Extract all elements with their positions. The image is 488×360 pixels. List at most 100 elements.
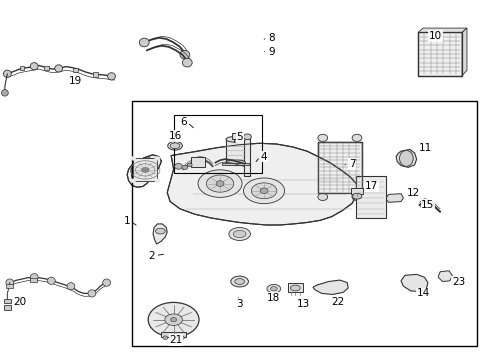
Polygon shape: [417, 28, 466, 32]
Ellipse shape: [47, 277, 55, 284]
Polygon shape: [222, 163, 249, 165]
Ellipse shape: [170, 143, 180, 149]
Bar: [225, 139, 245, 163]
Ellipse shape: [88, 290, 96, 297]
Bar: [73, 68, 78, 72]
Ellipse shape: [164, 314, 182, 325]
Text: 21: 21: [169, 335, 183, 345]
Bar: [4, 299, 11, 303]
Bar: [350, 188, 363, 194]
Ellipse shape: [234, 279, 244, 284]
Ellipse shape: [225, 136, 245, 142]
Ellipse shape: [228, 228, 250, 240]
Ellipse shape: [139, 38, 149, 47]
Text: 7: 7: [348, 159, 355, 169]
Polygon shape: [461, 28, 466, 76]
Ellipse shape: [1, 90, 8, 96]
Ellipse shape: [174, 163, 182, 169]
Ellipse shape: [163, 336, 167, 339]
Bar: [132, 101, 476, 346]
Bar: [244, 137, 250, 176]
Ellipse shape: [243, 134, 251, 140]
Ellipse shape: [6, 279, 14, 286]
Text: 19: 19: [69, 76, 82, 86]
Text: 15: 15: [420, 200, 434, 210]
Ellipse shape: [260, 188, 267, 194]
Bar: [44, 66, 49, 70]
Text: 14: 14: [415, 288, 429, 298]
Text: 6: 6: [180, 117, 186, 127]
Bar: [317, 142, 361, 193]
Ellipse shape: [225, 160, 245, 166]
Ellipse shape: [170, 318, 176, 322]
Text: 2: 2: [148, 251, 155, 261]
Ellipse shape: [102, 279, 110, 286]
Ellipse shape: [290, 285, 300, 291]
Ellipse shape: [187, 163, 192, 167]
Ellipse shape: [206, 175, 233, 192]
Polygon shape: [167, 143, 356, 225]
Bar: [161, 332, 185, 337]
Polygon shape: [437, 271, 451, 282]
Polygon shape: [385, 194, 403, 202]
Bar: [287, 283, 303, 292]
Text: 17: 17: [364, 181, 378, 192]
Bar: [173, 115, 261, 173]
Ellipse shape: [148, 302, 199, 337]
Ellipse shape: [270, 287, 277, 291]
Text: 12: 12: [406, 188, 419, 198]
Ellipse shape: [155, 228, 165, 234]
Polygon shape: [395, 149, 416, 167]
Bar: [93, 72, 98, 77]
Ellipse shape: [351, 193, 361, 201]
Polygon shape: [153, 224, 167, 244]
Text: 10: 10: [428, 31, 441, 41]
Ellipse shape: [141, 167, 149, 172]
Text: 20: 20: [13, 297, 26, 307]
Text: 1: 1: [123, 216, 130, 226]
Bar: [6, 284, 13, 288]
Bar: [4, 305, 11, 310]
Ellipse shape: [30, 274, 38, 281]
Polygon shape: [127, 155, 161, 187]
Ellipse shape: [182, 58, 192, 67]
Text: 11: 11: [418, 143, 431, 153]
Bar: [417, 32, 461, 76]
Ellipse shape: [3, 70, 11, 77]
Ellipse shape: [351, 134, 361, 141]
Bar: [232, 133, 239, 139]
Ellipse shape: [130, 156, 136, 161]
Bar: [133, 158, 157, 181]
Ellipse shape: [180, 50, 189, 59]
Bar: [30, 278, 37, 282]
Ellipse shape: [317, 134, 327, 141]
Ellipse shape: [216, 181, 224, 186]
Text: 22: 22: [330, 297, 344, 307]
Bar: [355, 176, 386, 218]
Text: 23: 23: [451, 276, 465, 287]
Ellipse shape: [67, 283, 75, 290]
Ellipse shape: [198, 170, 242, 197]
Ellipse shape: [154, 156, 160, 161]
Bar: [417, 32, 461, 76]
Polygon shape: [312, 280, 347, 294]
Ellipse shape: [30, 63, 38, 70]
Text: 4: 4: [260, 152, 267, 162]
Ellipse shape: [182, 165, 187, 170]
Bar: [20, 66, 24, 70]
Text: 9: 9: [267, 47, 274, 57]
Ellipse shape: [399, 150, 412, 166]
Bar: [317, 142, 361, 193]
Ellipse shape: [351, 193, 361, 199]
Ellipse shape: [243, 178, 284, 204]
Text: 16: 16: [168, 131, 182, 141]
Ellipse shape: [179, 336, 184, 339]
Ellipse shape: [251, 183, 276, 199]
Text: 8: 8: [267, 33, 274, 43]
Bar: [190, 157, 205, 167]
Ellipse shape: [317, 193, 327, 201]
Ellipse shape: [171, 336, 176, 339]
Text: 3: 3: [236, 299, 243, 309]
Ellipse shape: [233, 230, 245, 238]
Ellipse shape: [230, 276, 248, 287]
